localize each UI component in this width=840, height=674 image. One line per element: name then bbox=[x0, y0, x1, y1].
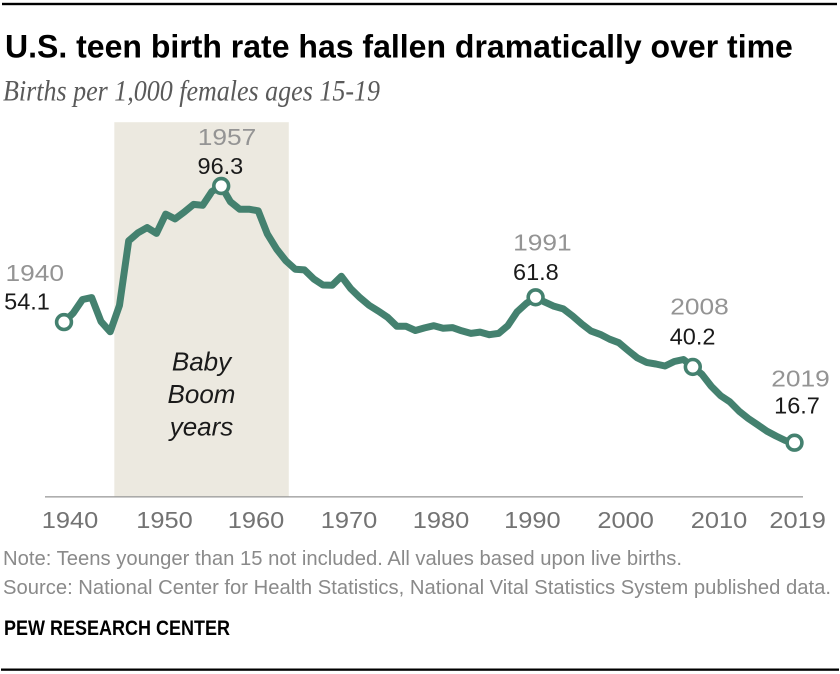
svg-text:2008: 2008 bbox=[670, 293, 729, 319]
svg-text:96.3: 96.3 bbox=[198, 153, 244, 179]
svg-text:61.8: 61.8 bbox=[513, 259, 559, 285]
svg-text:PEW RESEARCH CENTER: PEW RESEARCH CENTER bbox=[4, 616, 230, 640]
svg-text:2000: 2000 bbox=[597, 507, 654, 533]
svg-text:16.7: 16.7 bbox=[774, 393, 820, 419]
svg-text:2019: 2019 bbox=[771, 365, 830, 391]
svg-text:years: years bbox=[168, 412, 234, 442]
svg-text:2010: 2010 bbox=[691, 507, 748, 533]
svg-text:1960: 1960 bbox=[228, 507, 285, 533]
svg-text:Note: Teens younger than 15 no: Note: Teens younger than 15 not included… bbox=[3, 548, 682, 570]
svg-text:1940: 1940 bbox=[6, 260, 65, 286]
svg-text:Source: National Center for He: Source: National Center for Health Stati… bbox=[3, 577, 831, 599]
svg-text:54.1: 54.1 bbox=[4, 289, 50, 315]
svg-text:Baby: Baby bbox=[172, 346, 233, 376]
svg-text:1980: 1980 bbox=[413, 507, 470, 533]
svg-text:1990: 1990 bbox=[504, 507, 561, 533]
svg-text:1991: 1991 bbox=[513, 230, 572, 256]
svg-text:1957: 1957 bbox=[198, 124, 257, 150]
svg-text:Boom: Boom bbox=[168, 379, 236, 409]
svg-text:1950: 1950 bbox=[136, 507, 193, 533]
svg-text:2019: 2019 bbox=[769, 507, 826, 533]
svg-text:U.S. teen birth rate has falle: U.S. teen birth rate has fallen dramatic… bbox=[5, 29, 793, 65]
svg-text:40.2: 40.2 bbox=[670, 323, 716, 349]
svg-text:1940: 1940 bbox=[42, 507, 99, 533]
svg-text:1970: 1970 bbox=[321, 507, 378, 533]
svg-text:Births per 1,000 females ages: Births per 1,000 females ages 15-19 bbox=[3, 75, 380, 108]
